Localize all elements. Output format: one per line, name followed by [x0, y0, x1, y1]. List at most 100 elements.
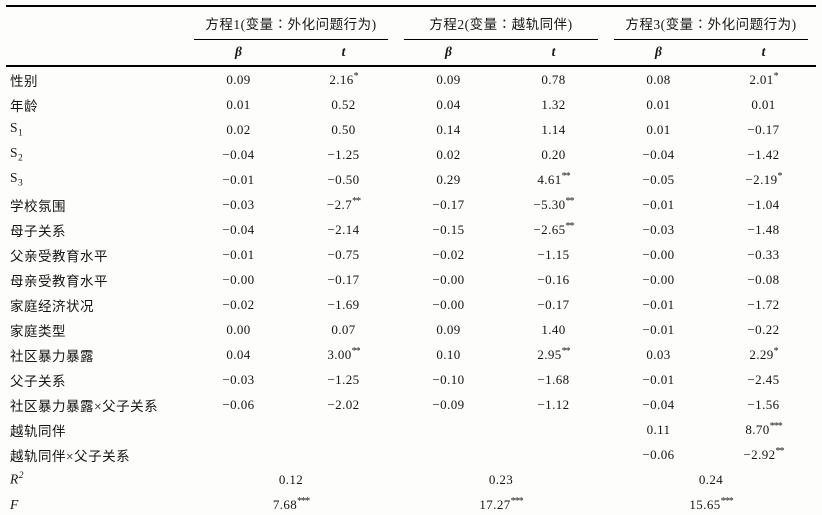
row-label: 年龄 — [10, 98, 38, 114]
group-title: 方程2(变量∶越轨同伴) — [404, 7, 598, 40]
col-header-beta: β — [606, 40, 711, 67]
value-cell: −2.19* — [745, 170, 782, 187]
col-header-t: t — [291, 40, 396, 67]
value-cell: 0.01 — [646, 96, 671, 112]
value-cell: −1.69 — [327, 296, 360, 312]
value-cell: −0.03 — [222, 196, 255, 212]
value-cell: −2.14 — [327, 221, 360, 237]
value-cell: 0.29 — [436, 171, 461, 187]
value-cell: 0.09 — [226, 71, 251, 87]
table-row: F 7.68*** 17.27*** 15.65*** — [6, 492, 816, 515]
value-cell: 1.32 — [541, 96, 566, 112]
row-label: 性别 — [10, 73, 38, 89]
value-cell: 0.12 — [278, 471, 304, 487]
value-cell: −0.00 — [642, 271, 675, 287]
value-cell: −2.7** — [326, 195, 361, 212]
value-cell: −1.68 — [537, 371, 570, 387]
col-header-t: t — [501, 40, 606, 67]
value-cell: −0.01 — [642, 321, 675, 337]
table-row: 年龄 0.01 0.52 0.04 1.32 0.01 0.01 — [6, 92, 816, 117]
value-cell: −2.45 — [747, 371, 780, 387]
col-header-beta: β — [396, 40, 501, 67]
table-row: 母子关系 −0.04 −2.14 −0.15 −2.65** −0.03 −1.48 — [6, 217, 816, 242]
value-cell: −1.25 — [327, 371, 360, 387]
value-cell: 2.29* — [749, 345, 778, 362]
row-label: 母子关系 — [10, 223, 66, 239]
row-label: 学校氛围 — [10, 198, 66, 214]
value-cell: −0.06 — [642, 446, 675, 462]
value-cell: 0.09 — [436, 71, 461, 87]
group-header-row: 方程1(变量∶外化问题行为) 方程2(变量∶越轨同伴) 方程3(变量∶外化问题行… — [6, 6, 816, 40]
group-header-eq3: 方程3(变量∶外化问题行为) — [606, 6, 816, 40]
value-cell: −0.04 — [642, 396, 675, 412]
value-cell — [186, 417, 291, 442]
value-cell: −0.01 — [222, 246, 255, 262]
value-cell — [501, 442, 606, 467]
value-cell: 0.24 — [698, 471, 724, 487]
value-cell: −1.15 — [537, 246, 570, 262]
value-cell: −0.02 — [432, 246, 465, 262]
value-cell: −0.01 — [642, 296, 675, 312]
value-cell: −0.06 — [222, 396, 255, 412]
group-header-eq1: 方程1(变量∶外化问题行为) — [186, 6, 396, 40]
value-cell: −1.12 — [537, 396, 570, 412]
value-cell: −0.01 — [642, 196, 675, 212]
value-cell: −2.92** — [743, 445, 784, 462]
value-cell: −0.50 — [327, 171, 360, 187]
value-cell: −0.17 — [747, 121, 780, 137]
value-cell: −0.05 — [642, 171, 675, 187]
table-row: 家庭经济状况 −0.02 −1.69 −0.00 −0.17 −0.01 −1.72 — [6, 292, 816, 317]
row-label: 越轨同伴 — [10, 423, 66, 439]
value-cell: −1.42 — [747, 146, 780, 162]
table-row: 父子关系 −0.03 −1.25 −0.10 −1.68 −0.01 −2.45 — [6, 367, 816, 392]
row-label: 父子关系 — [10, 373, 66, 389]
value-cell: −0.08 — [747, 271, 780, 287]
row-label: 越轨同伴×父子关系 — [10, 448, 131, 464]
value-cell: 7.68*** — [272, 495, 310, 512]
value-cell: −0.01 — [642, 371, 675, 387]
value-cell: −1.56 — [747, 396, 780, 412]
row-label: 家庭类型 — [10, 323, 66, 339]
row-label: 父亲受教育水平 — [10, 248, 108, 264]
value-cell: −0.01 — [222, 171, 255, 187]
table-row: 家庭类型 0.00 0.07 0.09 1.40 −0.01 −0.22 — [6, 317, 816, 342]
value-cell: −1.72 — [747, 296, 780, 312]
value-cell: 0.00 — [226, 321, 251, 337]
value-cell: 0.01 — [751, 96, 776, 112]
value-cell: 0.11 — [646, 421, 671, 437]
table-row: 社区暴力暴露 0.04 3.00** 0.10 2.95** 0.03 2.29* — [6, 342, 816, 367]
regression-table: 方程1(变量∶外化问题行为) 方程2(变量∶越轨同伴) 方程3(变量∶外化问题行… — [6, 5, 816, 515]
value-cell: 0.02 — [226, 121, 251, 137]
value-cell: 2.16* — [329, 70, 358, 87]
corner-cell — [6, 40, 186, 67]
value-cell: 0.14 — [436, 121, 461, 137]
value-cell — [396, 442, 501, 467]
value-cell: −0.17 — [327, 271, 360, 287]
value-cell: −0.16 — [537, 271, 570, 287]
row-label: 社区暴力暴露 — [10, 348, 94, 364]
row-label: S3 — [10, 170, 24, 189]
value-cell — [396, 417, 501, 442]
sub-header-row: β t β t β t — [6, 40, 816, 67]
value-cell: 0.23 — [488, 471, 514, 487]
table-row: 社区暴力暴露×父子关系 −0.06 −2.02 −0.09 −1.12 −0.04 −1.5… — [6, 392, 816, 417]
value-cell: −5.30** — [533, 195, 574, 212]
row-label: 家庭经济状况 — [10, 298, 94, 314]
value-cell: 8.70*** — [745, 420, 782, 437]
table-row: 性别 0.09 2.16* 0.09 0.78 0.08 2.01* — [6, 66, 816, 92]
table-row: 越轨同伴×父子关系 −0.06 −2.92** — [6, 442, 816, 467]
value-cell: 0.07 — [331, 321, 356, 337]
row-label: F — [10, 496, 19, 512]
value-cell: −0.04 — [222, 221, 255, 237]
value-cell: −1.04 — [747, 196, 780, 212]
value-cell: −2.65** — [533, 220, 574, 237]
value-cell: −0.33 — [747, 246, 780, 262]
value-cell: 0.04 — [226, 346, 251, 362]
value-cell: −1.25 — [327, 146, 360, 162]
table-row: 父亲受教育水平 −0.01 −0.75 −0.02 −1.15 −0.00 −0.33 — [6, 242, 816, 267]
corner-cell — [6, 6, 186, 40]
value-cell: −0.17 — [432, 196, 465, 212]
row-label: S1 — [10, 120, 24, 139]
value-cell: 0.01 — [646, 121, 671, 137]
row-label: 社区暴力暴露×父子关系 — [10, 398, 159, 414]
